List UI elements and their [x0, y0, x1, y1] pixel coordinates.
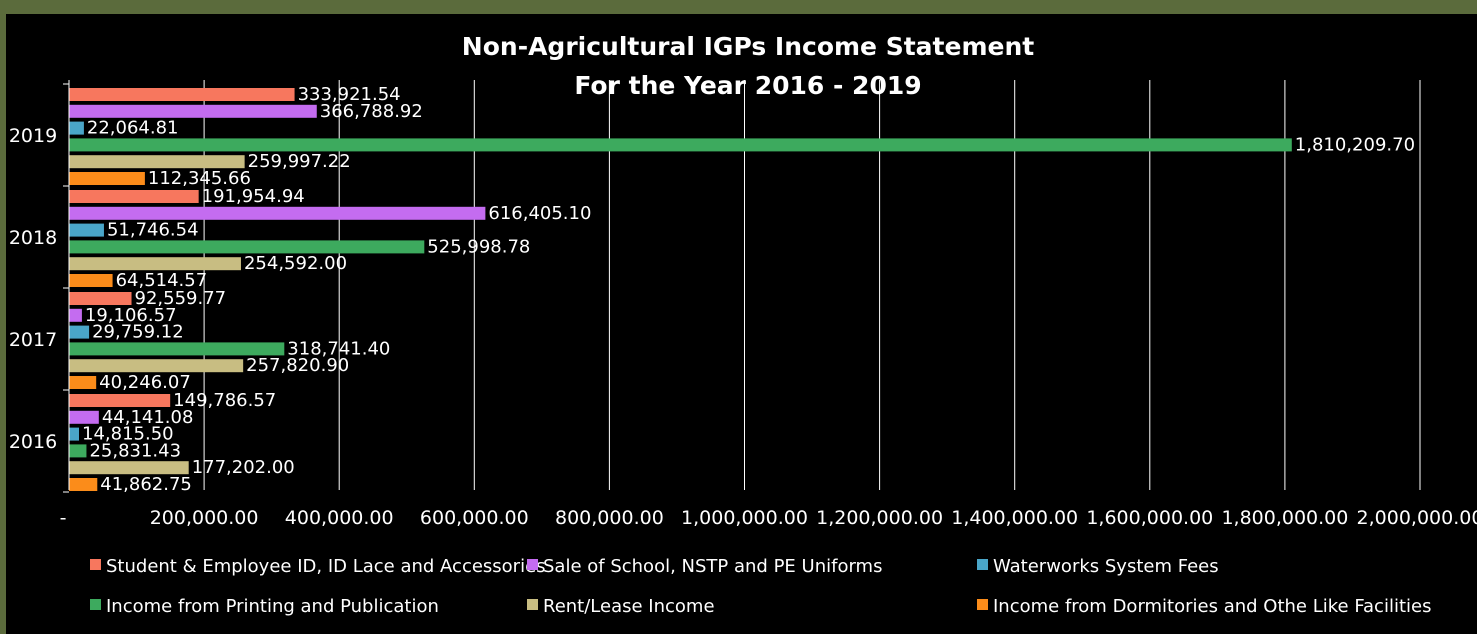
- bar: [69, 121, 84, 135]
- bar: [69, 308, 82, 322]
- bars: [69, 88, 1292, 491]
- data-label: 149,786.57: [173, 390, 276, 411]
- bar: [69, 478, 98, 491]
- data-label: 22,064.81: [87, 118, 179, 139]
- legend-entry: Rent/Lease Income: [543, 596, 715, 617]
- bar: [69, 427, 80, 441]
- data-label: 177,202.00: [192, 457, 295, 478]
- x-tick-label: 1,600,000.00: [1086, 507, 1213, 529]
- y-category-label: 2019: [9, 125, 57, 147]
- x-tick-label: 400,000.00: [285, 507, 394, 529]
- data-label: 25,831.43: [89, 440, 181, 461]
- y-category-label: 2018: [9, 227, 57, 249]
- bar: [69, 138, 1292, 152]
- legend-entry: Income from Dormitories and Othe Like Fa…: [993, 596, 1431, 617]
- bar: [69, 394, 171, 407]
- bar: [69, 461, 189, 475]
- bar: [69, 410, 99, 424]
- legend-swatch: [527, 599, 538, 610]
- data-label: 44,141.08: [102, 407, 194, 428]
- data-label: 257,820.90: [246, 355, 349, 376]
- data-labels: 333,921.54 191,954.94 92,559.77 149,786.57 3…: [82, 84, 1415, 495]
- legend-entry: Income from Printing and Publication: [106, 596, 439, 617]
- x-tick-label: 600,000.00: [420, 507, 529, 529]
- x-tick-label: 200,000.00: [150, 507, 259, 529]
- data-label: 191,954.94: [202, 186, 305, 207]
- data-label: 254,592.00: [244, 253, 347, 274]
- y-category-label: 2017: [9, 329, 57, 351]
- bar: [69, 359, 244, 373]
- y-category-label: 2016: [9, 431, 57, 453]
- bar: [69, 223, 104, 237]
- bar: [69, 190, 199, 203]
- chart-title: Non-Agricultural IGPs Income Statement: [462, 32, 1034, 61]
- data-label: 333,921.54: [298, 84, 401, 105]
- data-label: 41,862.75: [100, 474, 192, 495]
- chart-subtitle: For the Year 2016 - 2019: [574, 71, 921, 100]
- legend-entry: Waterworks System Fees: [993, 556, 1219, 577]
- x-tick-label: 2,000,000.00: [1357, 507, 1477, 529]
- data-label: 616,405.10: [488, 203, 591, 224]
- data-label: 51,746.54: [107, 220, 199, 241]
- bar: [69, 88, 295, 101]
- x-tick-label: 1,800,000.00: [1221, 507, 1348, 529]
- data-label: 14,815.50: [82, 424, 174, 445]
- data-label: 525,998.78: [427, 236, 530, 257]
- data-label: 1,810,209.70: [1295, 134, 1415, 155]
- x-tick-label: 800,000.00: [555, 507, 664, 529]
- x-tick-label: 1,200,000.00: [816, 507, 943, 529]
- legend-swatch: [977, 599, 988, 610]
- bar: [69, 342, 285, 356]
- bar: [69, 155, 245, 169]
- legend: Student & Employee ID, ID Lace and Acces…: [90, 556, 1431, 617]
- bar: [69, 206, 486, 220]
- data-label: 64,514.57: [116, 270, 208, 291]
- bar: [69, 325, 90, 339]
- bar: [69, 274, 113, 287]
- bar: [69, 292, 132, 305]
- legend-swatch: [90, 559, 101, 570]
- x-tick-label: 1,000,000.00: [681, 507, 808, 529]
- data-label: 29,759.12: [92, 322, 184, 343]
- data-label: 318,741.40: [287, 338, 390, 359]
- bar: [69, 172, 145, 185]
- bar: [69, 444, 87, 458]
- bar: [69, 376, 97, 389]
- legend-swatch: [90, 599, 101, 610]
- legend-swatch: [977, 559, 988, 570]
- data-label: 366,788.92: [320, 101, 423, 122]
- legend-entry: Sale of School, NSTP and PE Uniforms: [543, 556, 882, 577]
- axes: - 200,000.00 400,000.00 600,000.00 800,000.0…: [9, 80, 1477, 529]
- legend-entry: Student & Employee ID, ID Lace and Acces…: [106, 556, 546, 577]
- data-label: 112,345.66: [148, 168, 251, 189]
- legend-swatch: [527, 559, 538, 570]
- data-label: 40,246.07: [99, 372, 191, 393]
- data-label: 92,559.77: [135, 288, 227, 309]
- bar: [69, 104, 317, 118]
- bar: [69, 240, 425, 254]
- x-tick-label: 1,400,000.00: [951, 507, 1078, 529]
- data-label: 259,997.22: [248, 151, 351, 172]
- data-label: 19,106.57: [85, 305, 177, 326]
- bar: [69, 257, 241, 271]
- x-tick-label: -: [60, 507, 67, 529]
